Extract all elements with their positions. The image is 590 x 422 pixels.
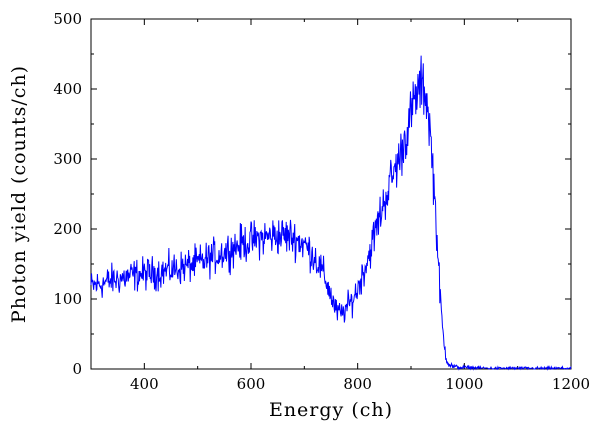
- x-axis-ticks: 400 600 800 1000 1200: [90, 19, 590, 393]
- x-axis-title: Energy (ch): [269, 399, 393, 421]
- y-tick-label: 100: [53, 290, 82, 308]
- x-tick-label: 1200: [552, 375, 590, 393]
- x-tick-label: 400: [130, 375, 159, 393]
- x-tick-label: 1000: [445, 375, 483, 393]
- y-tick-label: 500: [53, 10, 82, 28]
- y-axis-title: Photon yield (counts/ch): [8, 65, 30, 323]
- y-tick-label: 0: [72, 360, 82, 378]
- x-tick-label: 600: [237, 375, 266, 393]
- y-tick-label: 200: [53, 220, 82, 238]
- y-tick-label: 400: [53, 80, 82, 98]
- x-tick-label: 800: [343, 375, 372, 393]
- plot-frame: [90, 18, 572, 370]
- y-axis-ticks: 0 100 200 300 400 500: [53, 10, 571, 378]
- y-tick-label: 300: [53, 150, 82, 168]
- series-line-photon-yield: [90, 55, 572, 371]
